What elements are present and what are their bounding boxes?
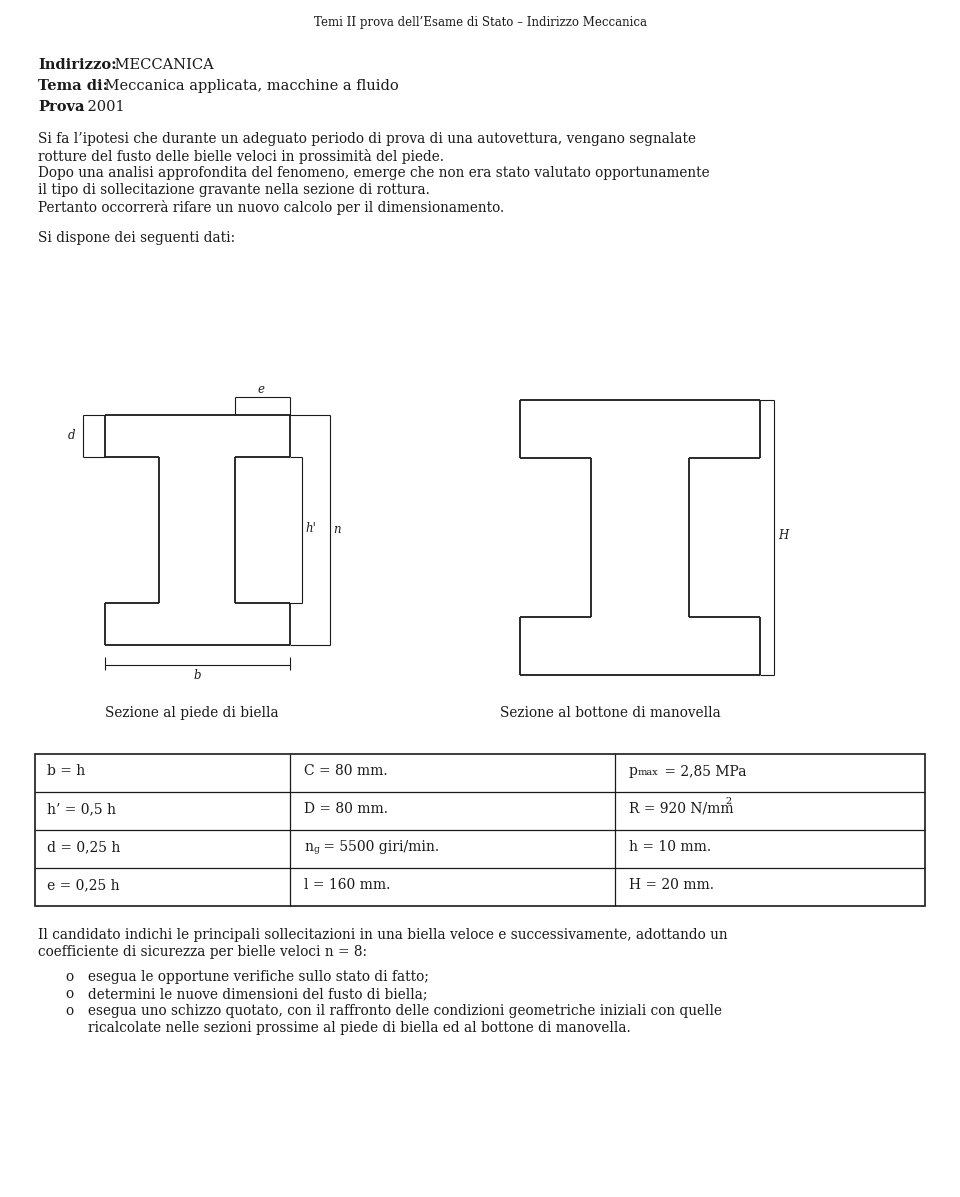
Text: esegua le opportune verifiche sullo stato di fatto;: esegua le opportune verifiche sullo stat… [88,970,429,984]
Text: g: g [313,845,319,853]
Text: n: n [333,523,341,536]
Text: o: o [65,1004,73,1017]
Text: C = 80 mm.: C = 80 mm. [304,764,388,778]
Text: o: o [65,970,73,984]
Text: R = 920 N/mm: R = 920 N/mm [629,802,733,816]
Text: Pertanto occorrerà rifare un nuovo calcolo per il dimensionamento.: Pertanto occorrerà rifare un nuovo calco… [38,200,504,215]
Text: Temi II prova dell’Esame di Stato – Indirizzo Meccanica: Temi II prova dell’Esame di Stato – Indi… [314,16,646,29]
Text: d = 0,25 h: d = 0,25 h [47,840,120,853]
Text: d: d [68,429,76,442]
Text: = 5500 giri/min.: = 5500 giri/min. [319,840,439,853]
Text: determini le nuove dimensioni del fusto di biella;: determini le nuove dimensioni del fusto … [88,988,427,1001]
Text: e = 0,25 h: e = 0,25 h [47,879,120,892]
Bar [35,754,925,906]
Text: = 2,85 MPa: = 2,85 MPa [660,764,747,778]
Text: Indirizzo:: Indirizzo: [38,57,116,72]
Text: D = 80 mm.: D = 80 mm. [304,802,388,816]
Text: il tipo di sollecitazione gravante nella sezione di rottura.: il tipo di sollecitazione gravante nella… [38,183,430,198]
Text: Il candidato indichi le principali sollecitazioni in una biella veloce e success: Il candidato indichi le principali solle… [38,928,728,942]
Text: Sezione al piede di biella: Sezione al piede di biella [105,706,278,721]
Text: esegua uno schizzo quotato, con il raffronto delle condizioni geometriche inizia: esegua uno schizzo quotato, con il raffr… [88,1004,722,1017]
Text: Dopo una analisi approfondita del fenomeno, emerge che non era stato valutato op: Dopo una analisi approfondita del fenome… [38,166,709,180]
Text: 2: 2 [725,797,732,806]
Text: max: max [638,768,659,777]
Text: l = 160 mm.: l = 160 mm. [304,879,391,892]
Text: H = 20 mm.: H = 20 mm. [629,879,714,892]
Text: p: p [629,764,637,778]
Text: h = 10 mm.: h = 10 mm. [629,840,711,853]
Text: Si fa l’ipotesi che durante un adeguato periodo di prova di una autovettura, ven: Si fa l’ipotesi che durante un adeguato … [38,132,696,146]
Text: Prova: Prova [38,101,84,114]
Text: Meccanica applicata, macchine a fluido: Meccanica applicata, macchine a fluido [100,79,398,93]
Text: b: b [193,669,201,682]
Text: n: n [304,840,313,853]
Text: rotture del fusto delle bielle veloci in prossimità del piede.: rotture del fusto delle bielle veloci in… [38,148,444,164]
Text: o: o [65,988,73,1001]
Text: b = h: b = h [47,764,85,778]
Text: h': h' [305,522,316,535]
Text: MECCANICA: MECCANICA [110,57,214,72]
Text: Sezione al bottone di manovella: Sezione al bottone di manovella [500,706,721,721]
Text: ricalcolate nelle sezioni prossime al piede di biella ed al bottone di manovella: ricalcolate nelle sezioni prossime al pi… [88,1021,631,1035]
Text: h’ = 0,5 h: h’ = 0,5 h [47,802,116,816]
Text: Si dispone dei seguenti dati:: Si dispone dei seguenti dati: [38,231,235,245]
Text: : 2001: : 2001 [78,101,125,114]
Text: e: e [258,383,265,396]
Text: H: H [778,529,788,542]
Text: Tema di:: Tema di: [38,79,108,93]
Text: coefficiente di sicurezza per bielle veloci n = 8:: coefficiente di sicurezza per bielle vel… [38,944,367,959]
